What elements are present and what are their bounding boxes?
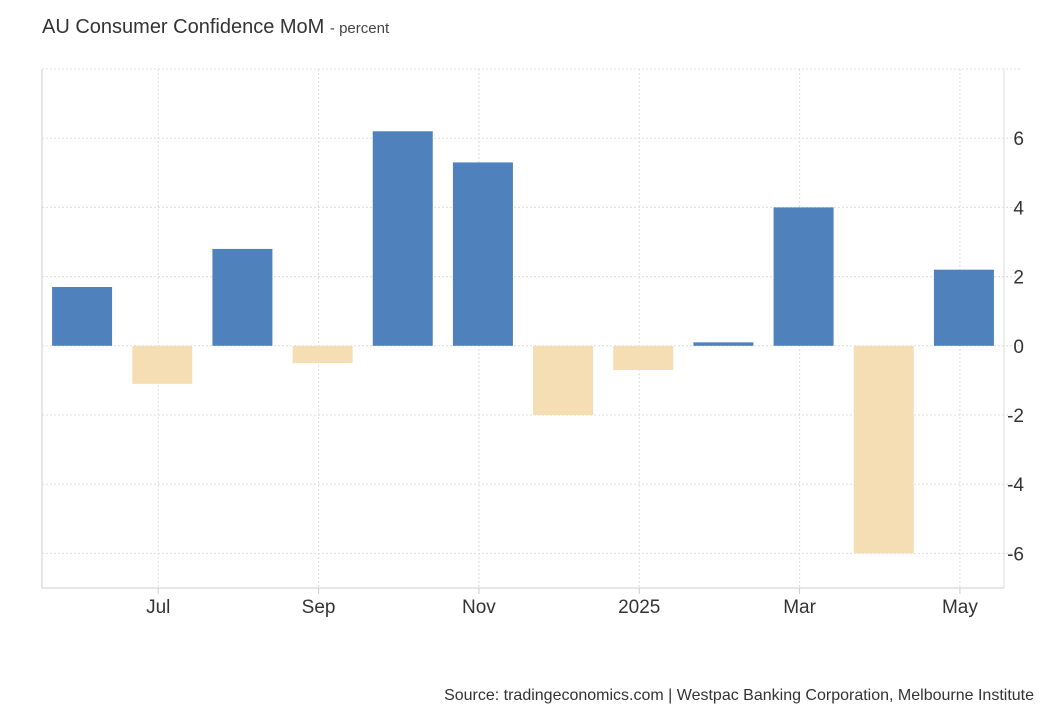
bar-sep-2024: [292, 345, 353, 364]
x-tick-label: Nov: [462, 597, 496, 618]
y-tick-label: 6: [1013, 129, 1024, 150]
bar-nov-2024: [452, 162, 513, 346]
y-tick-label: 0: [1013, 337, 1024, 358]
chart-unit: percent: [339, 20, 390, 37]
x-tick-label: 2025: [618, 597, 660, 618]
y-tick-label: -4: [1007, 475, 1024, 496]
bar-jan-2025: [613, 345, 674, 371]
bar-jun-2024: [52, 286, 113, 346]
x-tick-label: Mar: [783, 597, 816, 618]
y-tick-label: 4: [1013, 198, 1024, 219]
bar-may-2025: [933, 269, 994, 346]
x-tick-label: May: [942, 597, 978, 618]
source-note: Source: tradingeconomics.com | Westpac B…: [444, 687, 1034, 704]
bar-feb-2025: [693, 342, 754, 346]
bar-aug-2024: [212, 248, 273, 346]
bar-jul-2024: [132, 345, 193, 384]
bar-oct-2024: [372, 131, 433, 346]
bar-dec-2024: [533, 345, 594, 415]
x-tick-label: Jul: [146, 597, 170, 618]
y-tick-label: 2: [1013, 268, 1024, 289]
chart-title: AU Consumer Confidence MoM - percent: [42, 16, 389, 39]
bar-apr-2025: [853, 345, 914, 554]
chart-title-text: AU Consumer Confidence MoM: [42, 16, 325, 38]
bar-mar-2025: [773, 207, 834, 346]
chart-subtitle: - percent: [329, 20, 390, 37]
x-tick-label: Sep: [302, 597, 336, 618]
y-tick-label: -6: [1007, 544, 1024, 565]
y-tick-label: -2: [1007, 406, 1024, 427]
